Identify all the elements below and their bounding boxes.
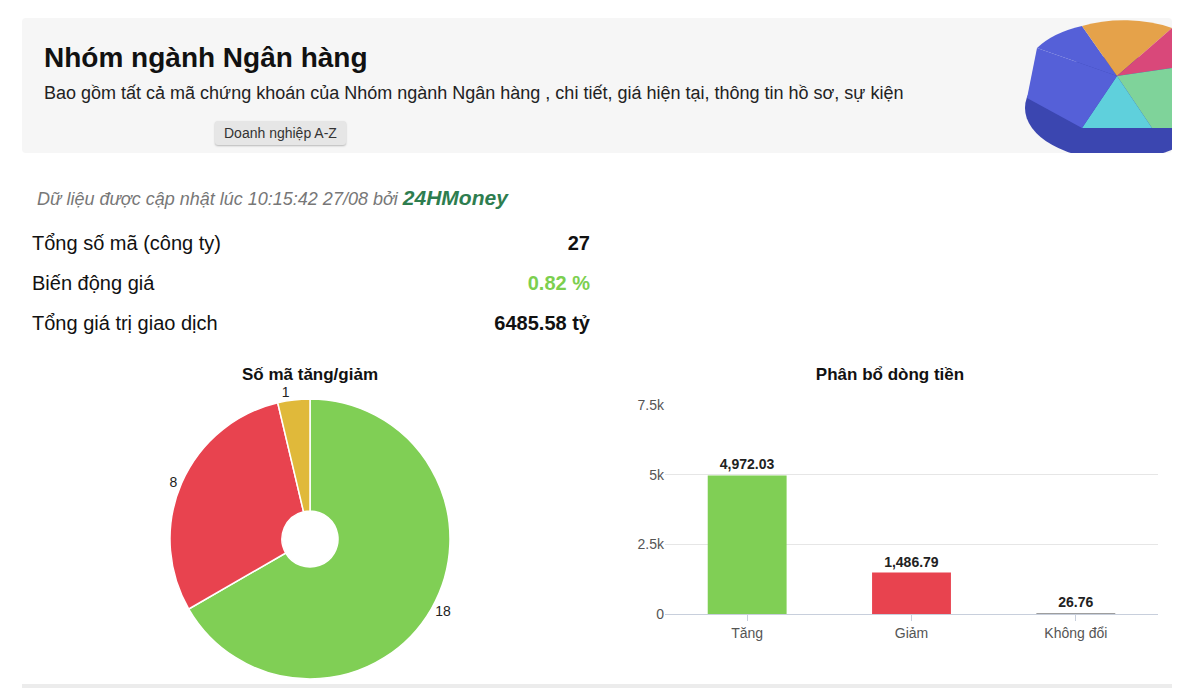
svg-text:26.76: 26.76 xyxy=(1058,594,1093,610)
html-text:Nhóm ngành Ngân hàng: Nhóm ngành Ngân hàng xyxy=(44,42,368,73)
svg-text:Giảm: Giảm xyxy=(895,625,928,641)
svg-text:Tăng: Tăng xyxy=(731,625,763,641)
html-text:Dữ liệu được cập nhật lúc 10:1: Dữ liệu được cập nhật lúc 10:15:42 27/08… xyxy=(37,186,508,209)
html-text:Tổng số mã (công ty): Tổng số mã (công ty) xyxy=(32,232,221,254)
html-text:0.82 %: 0.82 % xyxy=(527,272,590,294)
html-text:Tổng giá trị giao dịch: Tổng giá trị giao dịch xyxy=(32,312,218,334)
svg-text:2.5k: 2.5k xyxy=(638,536,665,552)
svg-text:4,972.03: 4,972.03 xyxy=(720,456,775,472)
html-text:6485.58 tỷ: 6485.58 tỷ xyxy=(494,312,590,334)
svg-text:Không đổi: Không đổi xyxy=(1044,625,1107,641)
html-text:27: 27 xyxy=(567,232,590,254)
svg-text:Số mã tăng/giảm: Số mã tăng/giảm xyxy=(242,365,378,384)
svg-text:8: 8 xyxy=(169,474,177,490)
html-text:Doanh nghiệp A-Z: Doanh nghiệp A-Z xyxy=(224,125,337,141)
svg-text:1,486.79: 1,486.79 xyxy=(884,554,939,570)
svg-text:1: 1 xyxy=(282,384,290,400)
html-text:Bao gồm tất cả mã chứng khoán: Bao gồm tất cả mã chứng khoán của Nhóm n… xyxy=(44,83,904,103)
svg-text:5k: 5k xyxy=(649,467,665,483)
html-text:Biến động giá: Biến động giá xyxy=(32,272,155,294)
svg-text:18: 18 xyxy=(435,603,451,619)
svg-text:Phân bổ dòng tiền: Phân bổ dòng tiền xyxy=(816,365,964,384)
svg-text:0: 0 xyxy=(656,606,664,622)
svg-text:7.5k: 7.5k xyxy=(638,397,665,413)
